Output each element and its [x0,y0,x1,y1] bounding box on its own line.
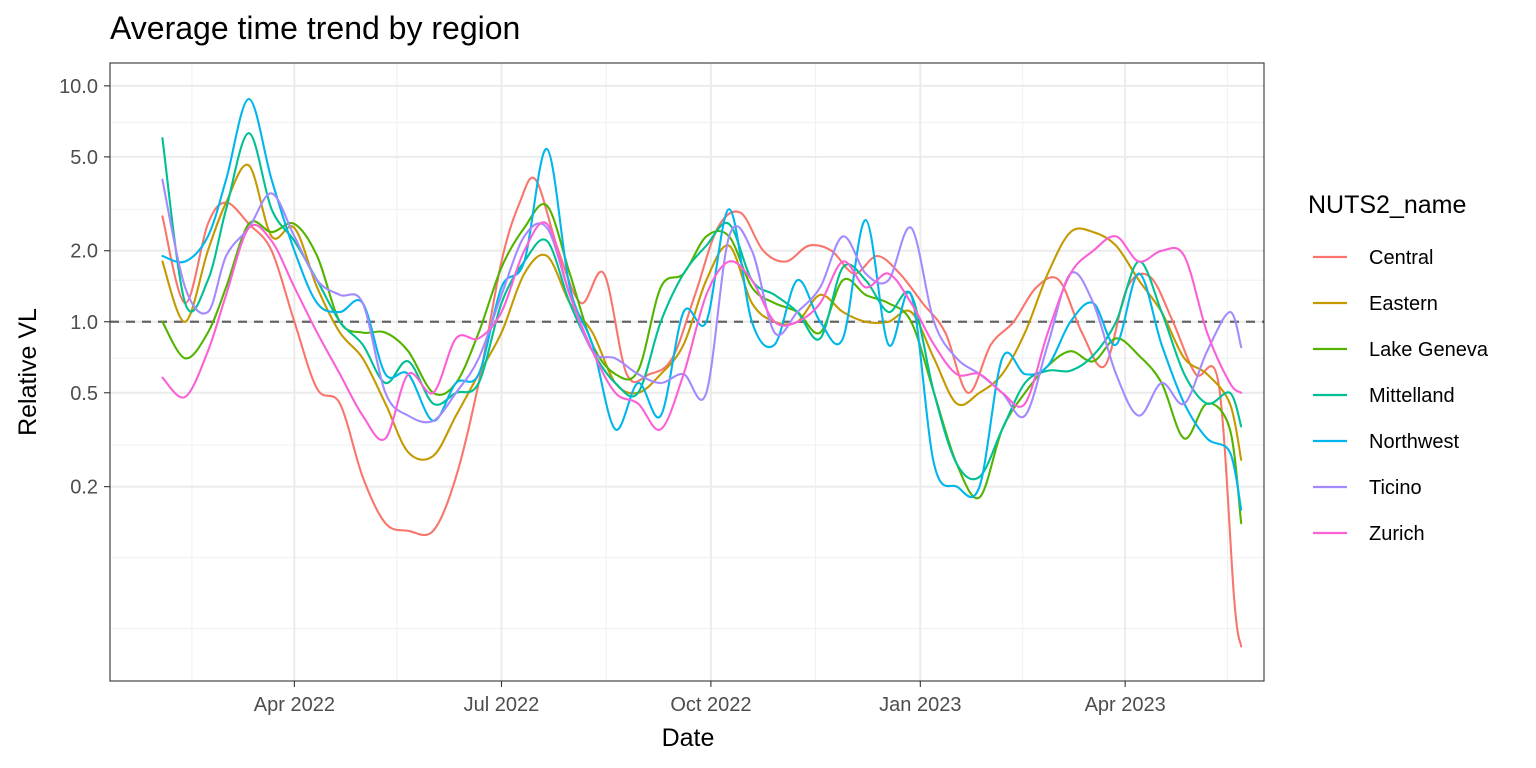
legend-label-central: Central [1369,247,1433,269]
legend-label-lake-geneva: Lake Geneva [1369,339,1489,361]
series-line-northwest [161,97,1243,511]
x-tick-label: Apr 2023 [1085,694,1166,716]
y-tick-label: 0.5 [70,383,98,405]
y-tick-label: 1.0 [70,312,98,334]
x-tick-label: Apr 2022 [254,694,335,716]
legend-label-zurich: Zurich [1369,523,1425,545]
y-tick-label: 5.0 [70,147,98,169]
series-layer [161,97,1243,648]
legend-items: Central Eastern Lake Geneva Mittelland North… [1313,247,1489,545]
y-tick-label: 10.0 [59,76,98,98]
series-line-mittelland [161,132,1243,481]
x-axis: Apr 2022 Jul 2022 Oct 2022 Jan 2023 Apr 2023 [254,681,1166,716]
legend-label-eastern: Eastern [1369,293,1438,315]
x-tick-label: Oct 2022 [670,694,751,716]
y-tick-label: 0.2 [70,477,98,499]
legend-item-central: Central [1313,247,1433,269]
series-line-zurich [161,221,1243,441]
legend-item-northwest: Northwest [1313,431,1459,453]
y-axis: 0.2 0.5 1.0 2.0 5.0 10.0 [59,76,110,499]
legend-label-northwest: Northwest [1369,431,1459,453]
legend-label-mittelland: Mittelland [1369,385,1455,407]
legend-item-lake-geneva: Lake Geneva [1313,339,1489,361]
legend-item-eastern: Eastern [1313,293,1438,315]
x-tick-label: Jul 2022 [464,694,540,716]
chart-title: Average time trend by region [110,10,520,46]
series-line-eastern [161,163,1243,461]
legend: NUTS2_name Central Eastern Lake Geneva Mitt… [1308,191,1489,545]
major-gridlines [110,63,1264,681]
x-tick-label: Jan 2023 [879,694,961,716]
legend-title: NUTS2_name [1308,191,1466,219]
series-line-central [161,176,1243,648]
legend-item-zurich: Zurich [1313,523,1425,545]
minor-gridlines [110,63,1264,681]
legend-item-mittelland: Mittelland [1313,385,1455,407]
legend-item-ticino: Ticino [1313,477,1422,499]
plot-panel-border [109,62,1265,682]
y-axis-title: Relative VL [14,308,42,436]
legend-label-ticino: Ticino [1369,477,1422,499]
x-axis-title: Date [662,724,715,752]
y-tick-label: 2.0 [70,241,98,263]
